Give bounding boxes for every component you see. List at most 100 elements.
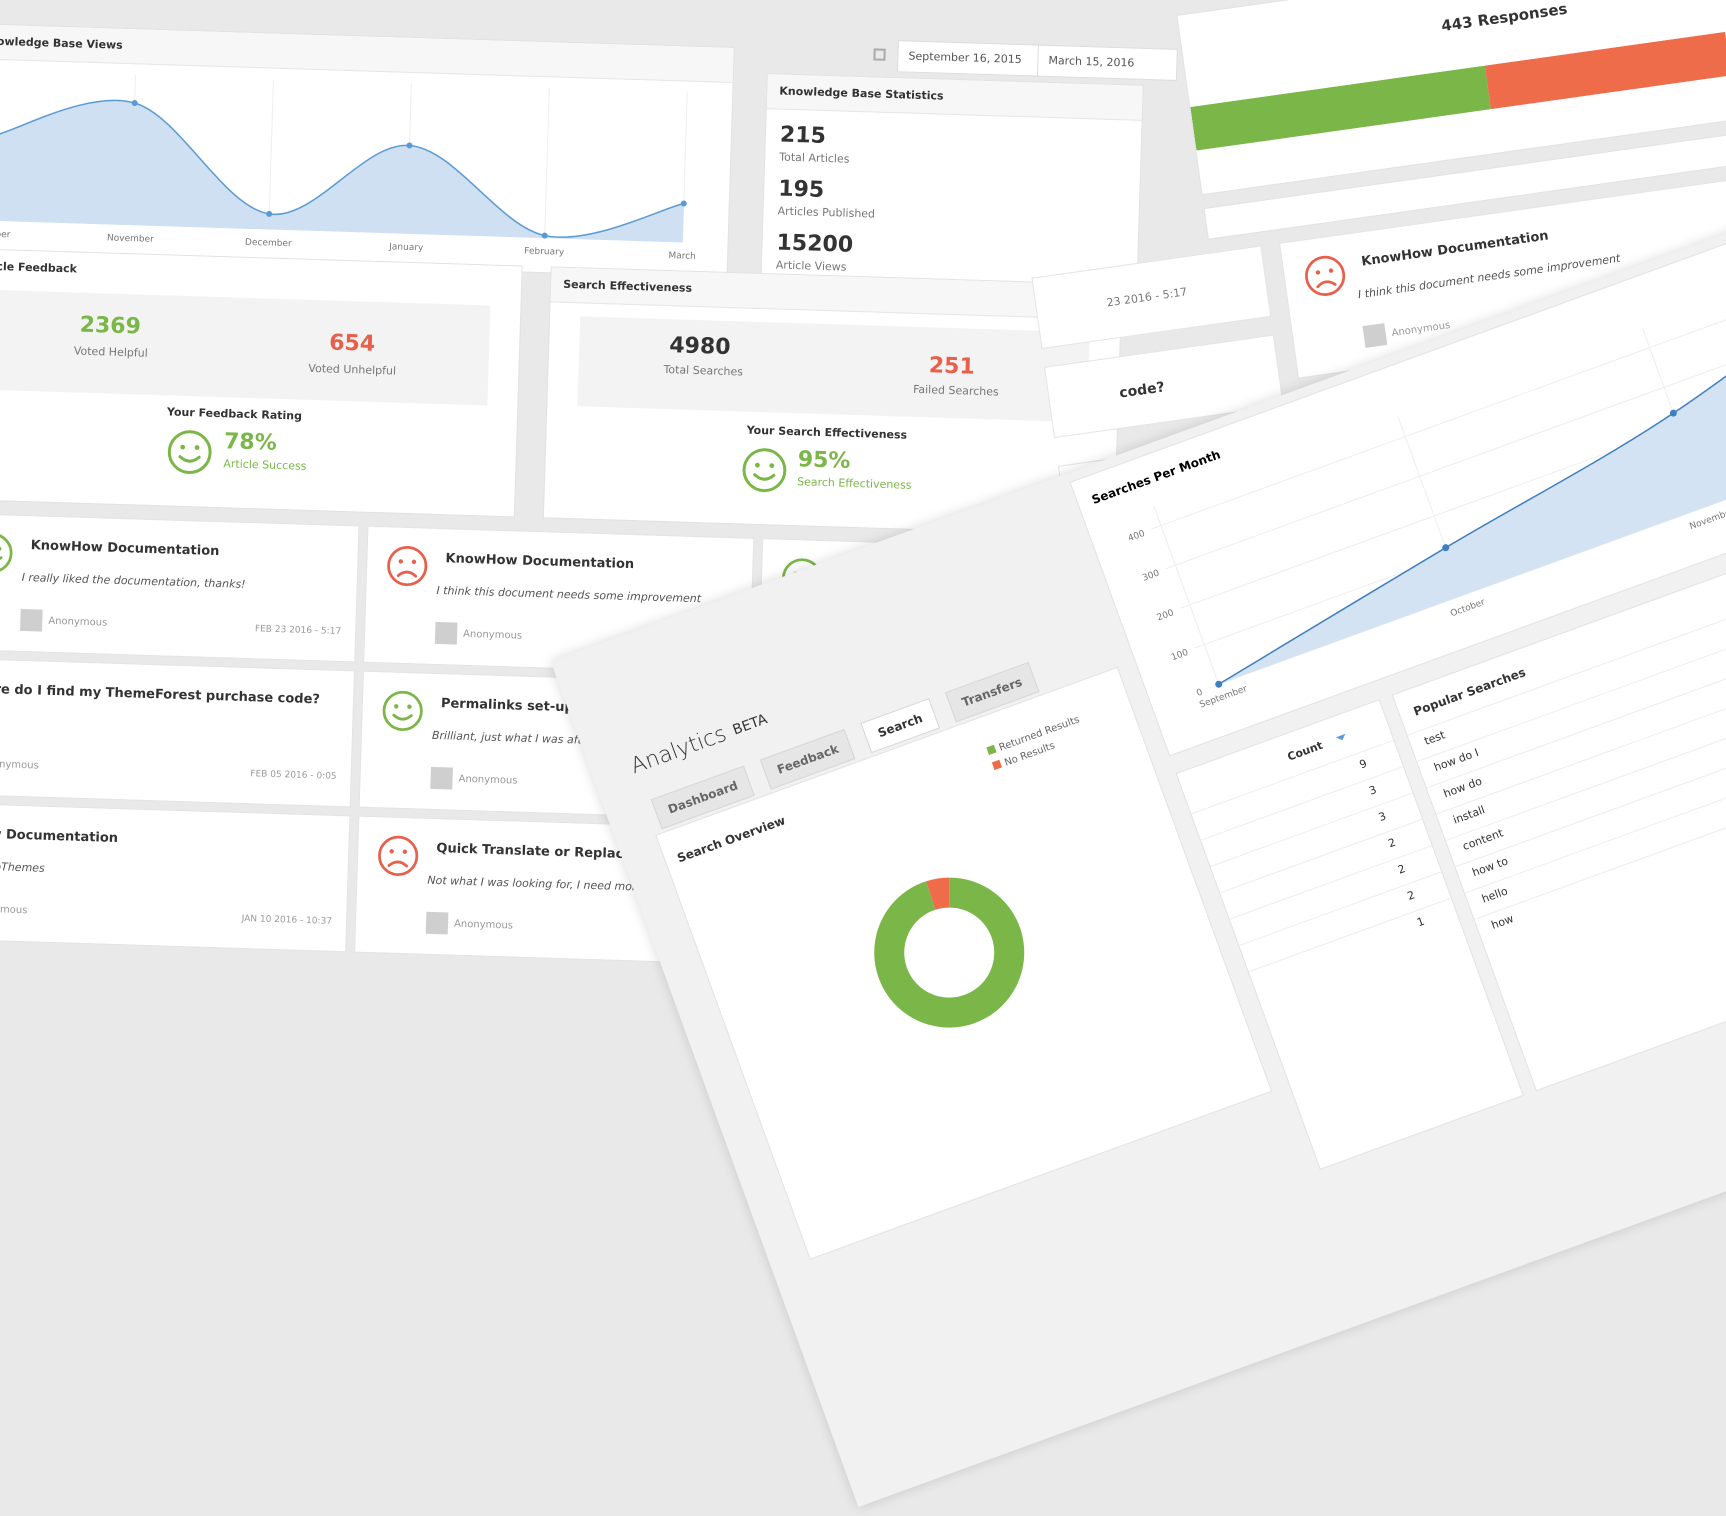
x-tick-label: January: [388, 242, 424, 253]
line: [0, 99, 684, 238]
y-tick-label: 300: [1141, 568, 1161, 583]
row-line: [1248, 897, 1452, 973]
date-picker[interactable]: March 15, 2016: [1037, 45, 1177, 80]
card-author: Anonymous: [462, 628, 523, 642]
feedback-card: wHow Documentation tuff, HeroThemes nonymo…: [0, 803, 350, 952]
card-comment: tuff, HeroThemes: [0, 859, 45, 875]
card-date: FEB 05 2016 - 0:05: [250, 769, 337, 782]
icon-mouth: [387, 860, 408, 868]
icon-eye: [0, 546, 2, 551]
icon-eye: [180, 444, 186, 450]
count-value: 3: [1367, 783, 1379, 798]
mood-icon: [382, 690, 423, 732]
card-date: FEB 23 2016 - 5:17: [254, 624, 342, 637]
count-value: 9: [1357, 756, 1369, 772]
feedback-card: KnowHow Documentation I think this docume…: [364, 526, 754, 674]
date-picker[interactable]: September 16, 2015: [898, 41, 1051, 76]
search-panel: Search Effectiveness 4980 Total Searches 25…: [543, 267, 1122, 536]
stat-value: 15200: [776, 230, 854, 258]
monthly-chart: Searches Per Month0100200300400September…: [1090, 241, 1726, 711]
count-value: 3: [1376, 809, 1388, 825]
row-line: [1219, 818, 1423, 894]
line: [1218, 250, 1726, 685]
avatar: [20, 608, 43, 632]
row-line: [1445, 634, 1726, 841]
failed-value: 251: [928, 353, 976, 380]
responses-panel: 443 Responses: [1177, 0, 1726, 195]
rating-value: 78%: [223, 429, 278, 456]
card-comment: I really liked the documentation, thanks…: [21, 570, 246, 591]
count-header: Count: [1285, 738, 1325, 764]
stat-label: Article Views: [775, 258, 847, 274]
unhelpful-label: Voted Unhelpful: [308, 361, 397, 378]
rating-title: Your Feedback Rating: [166, 405, 303, 423]
x-tick-label: September: [1198, 684, 1248, 711]
card-author: Anonymous: [0, 758, 39, 772]
icon-eye: [398, 559, 403, 564]
icon-eye: [754, 462, 760, 468]
bar-segment: [1484, 31, 1726, 110]
legend-swatch: [991, 759, 1003, 771]
x-tick-label: December: [245, 238, 292, 249]
x-tick-label: October: [0, 229, 11, 240]
card-title: Where do I find my ThemeForest purchase …: [0, 681, 321, 708]
icon-ring: [167, 430, 212, 475]
x-tick-label: February: [524, 247, 565, 258]
summary-box: [577, 316, 1090, 423]
avatar: [434, 621, 458, 645]
icon-eye: [1328, 268, 1334, 273]
avatar: [425, 911, 449, 935]
responses-title: 443 Responses: [1440, 0, 1569, 36]
mood-icon: [378, 835, 419, 876]
unhelpful-value: 654: [328, 330, 376, 357]
card-title: KnowHow Documentation: [445, 551, 635, 573]
area: [0, 100, 684, 243]
card-author: Anonymous: [48, 615, 108, 629]
stat-value: 215: [779, 122, 827, 149]
icon-mouth: [0, 555, 3, 563]
bar-segment: [1190, 65, 1491, 151]
point: [1669, 409, 1677, 417]
icon-eye: [407, 704, 412, 709]
y-tick-label: 400: [1127, 529, 1147, 544]
avatar: [1362, 323, 1388, 348]
views-chart: October November December January February Ma…: [0, 75, 696, 262]
mood-icon: [167, 430, 212, 475]
count-value: 1: [1415, 914, 1427, 930]
fragment-text: 23 2016 - 5:17: [1105, 285, 1189, 310]
point: [131, 100, 138, 107]
rating-label: Search Effectiveness: [796, 475, 912, 492]
rating-value: 95%: [797, 447, 851, 474]
y-tick-label: 200: [1156, 608, 1176, 623]
card-comment: I think this document needs some improve…: [436, 583, 702, 606]
panel-title: Knowledge Base Statistics: [766, 74, 1143, 121]
icon-mouth: [392, 713, 413, 721]
stat-value: 195: [777, 176, 825, 203]
card-title: wHow Documentation: [0, 826, 119, 847]
icon-ring: [0, 532, 13, 574]
dashboard-layer: September 16, 2015 March 15, 2016 Knowledg…: [0, 0, 1199, 1032]
helpful-label: Voted Helpful: [73, 344, 148, 360]
icon-mouth: [1316, 280, 1337, 289]
area: [1218, 250, 1726, 685]
failed-label: Failed Searches: [912, 382, 999, 399]
card-title: KnowHow Documentation: [1360, 228, 1550, 270]
page: Knowledge Base Analytics Collage html, b…: [0, 0, 1726, 1259]
body: { "date_range": {"start": "September 16,…: [0, 0, 1726, 1259]
y-tick-label: 100: [1170, 648, 1190, 663]
feedback-card: Where do I find my ThemeForest purchase …: [0, 658, 354, 807]
point: [1215, 680, 1223, 688]
icon-ring: [1305, 255, 1346, 296]
grid-line: [1180, 320, 1726, 609]
rating-title: Your Search Effectiveness: [746, 423, 908, 442]
icon-eye: [411, 559, 417, 565]
card-title: KnowHow Documentation: [30, 538, 220, 560]
responses-bar: [1190, 31, 1726, 151]
point: [680, 200, 687, 207]
row-line: [1239, 871, 1442, 946]
feedback-card: KnowHow Documentation I think this docume…: [1280, 165, 1726, 378]
avatar: [430, 766, 453, 790]
grid-line: [1165, 280, 1726, 570]
grid-line: [1151, 241, 1726, 530]
monthly-panel: Searches Per Month 0 100 200 300 400 September…: [1070, 174, 1726, 756]
